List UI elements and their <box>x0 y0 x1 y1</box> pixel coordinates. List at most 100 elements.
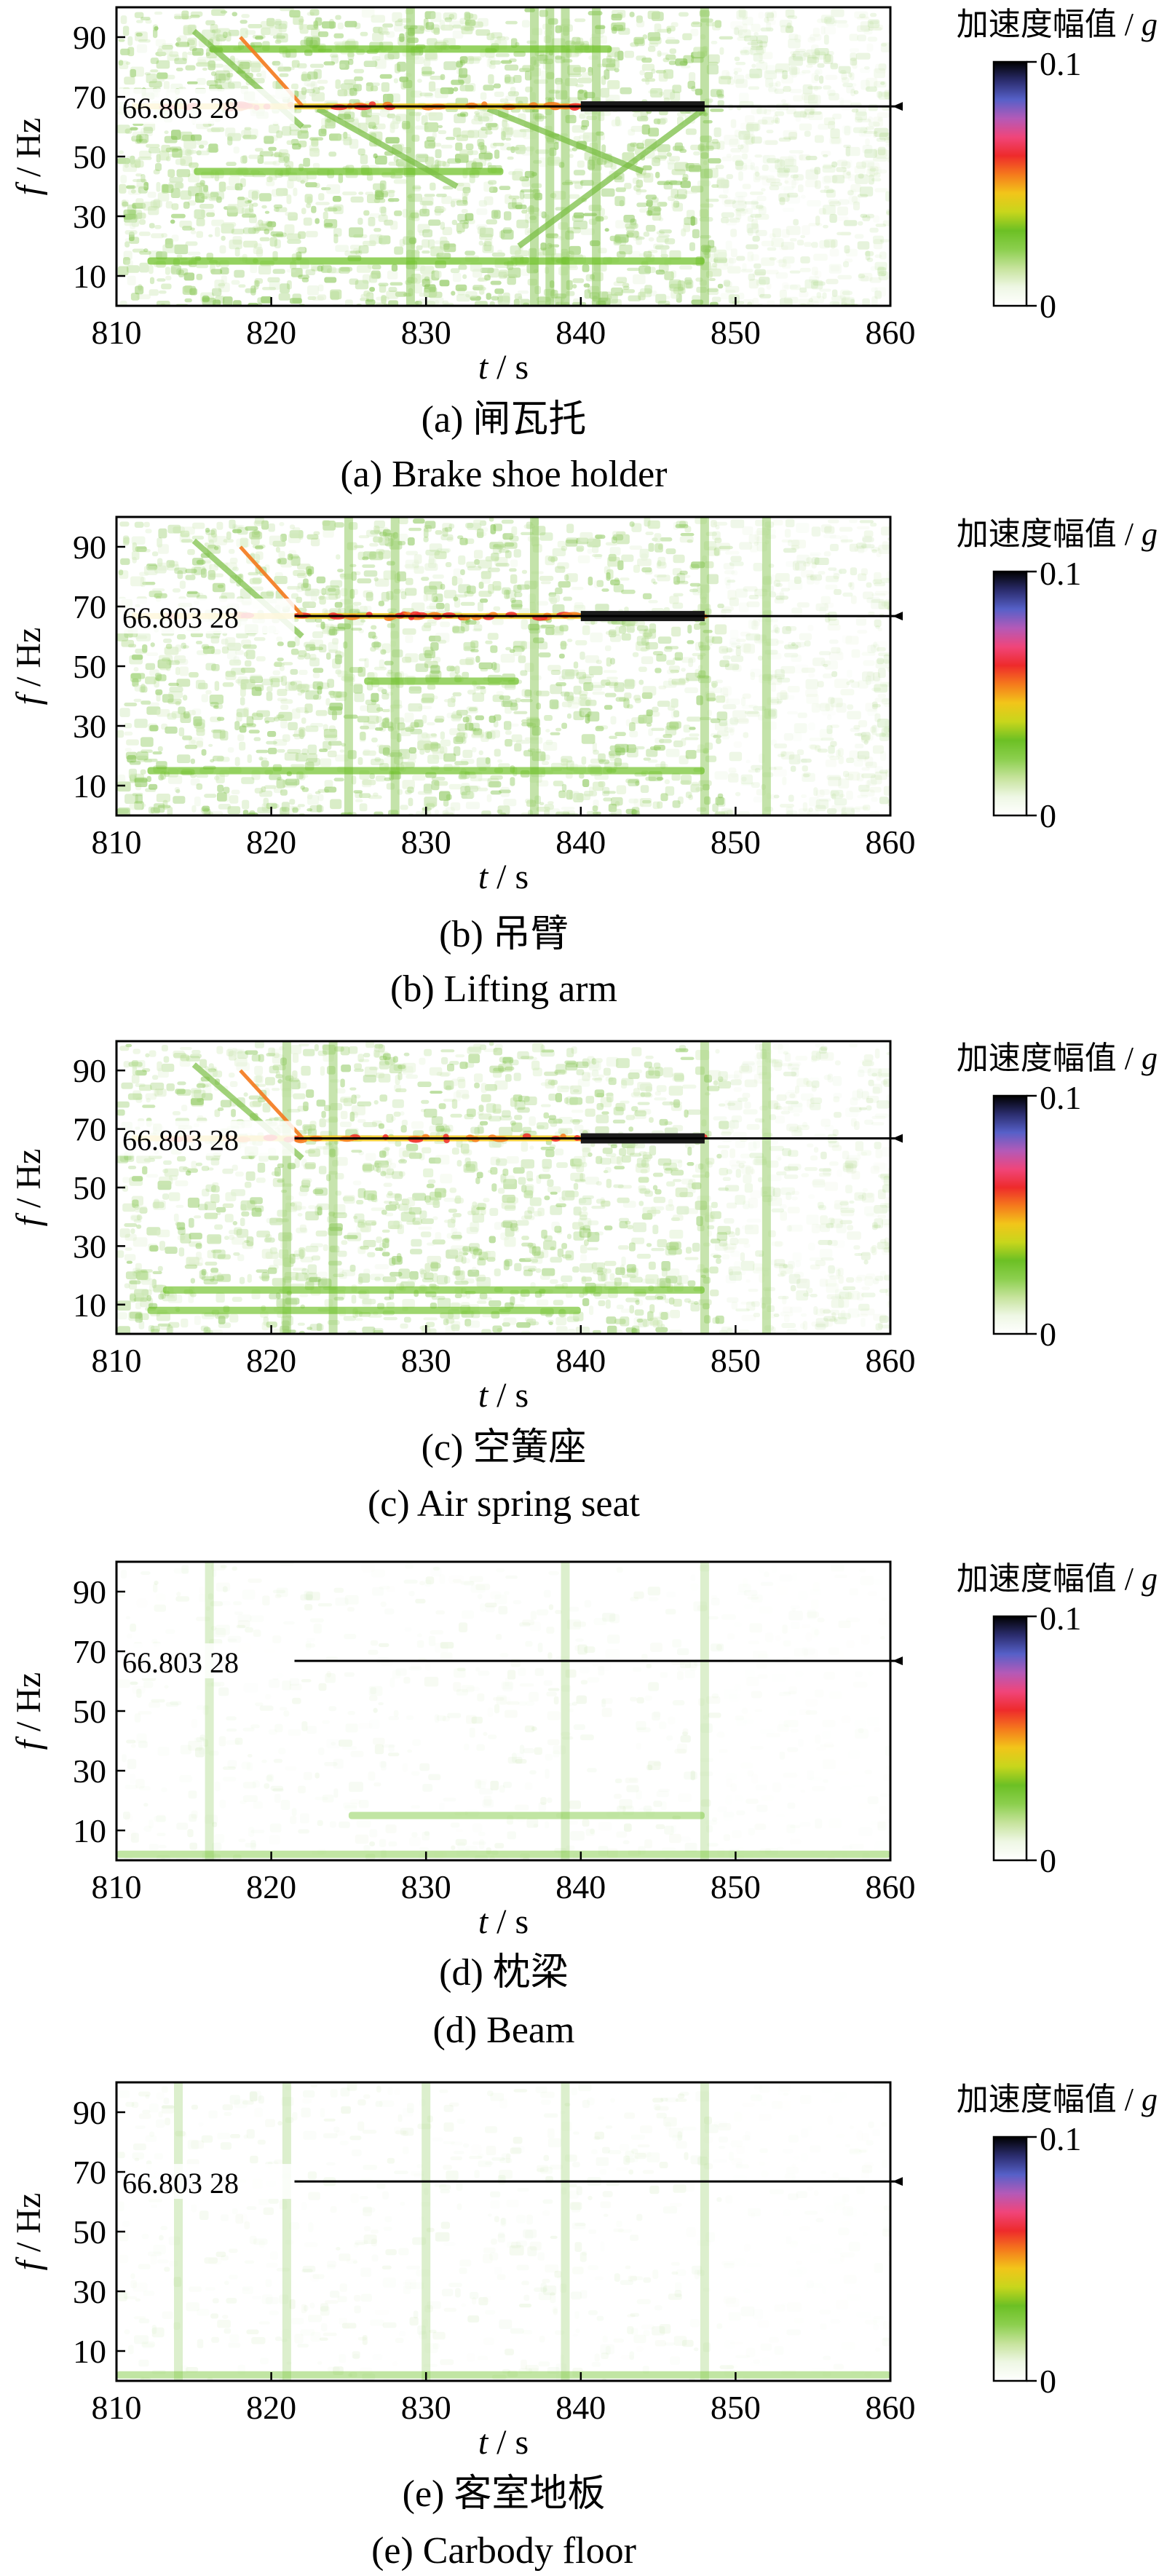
texture-patch <box>253 247 264 255</box>
texture-patch <box>456 62 462 69</box>
texture-patch <box>630 142 637 147</box>
texture-patch <box>824 602 834 608</box>
texture-patch <box>874 254 882 258</box>
texture-patch <box>213 729 226 739</box>
texture-patch <box>799 287 807 293</box>
texture-patch <box>521 269 530 276</box>
texture-patch <box>326 652 331 660</box>
texture-patch <box>186 150 197 154</box>
texture-patch <box>423 528 429 538</box>
texture-patch <box>549 808 560 815</box>
texture-patch <box>138 285 143 292</box>
texture-patch <box>158 528 167 539</box>
texture-patch <box>810 744 820 750</box>
texture-patch <box>756 108 767 114</box>
texture-patch <box>598 291 609 302</box>
texture-patch <box>127 204 137 215</box>
harmonic-ridge <box>194 167 504 175</box>
texture-patch <box>465 523 474 529</box>
texture-patch <box>218 792 230 802</box>
texture-patch <box>493 720 499 728</box>
texture-patch <box>213 536 228 545</box>
texture-patch <box>743 586 758 592</box>
texture-patch <box>605 631 617 635</box>
texture-patch <box>131 654 143 660</box>
texture-patch <box>468 58 480 64</box>
texture-patch <box>509 535 519 542</box>
texture-patch <box>740 122 754 130</box>
texture-patch <box>428 81 436 92</box>
texture-patch <box>605 645 612 652</box>
texture-patch <box>174 244 189 255</box>
texture-patch <box>514 250 529 256</box>
texture-patch <box>788 794 794 802</box>
texture-patch <box>183 272 195 281</box>
texture-patch <box>478 778 492 781</box>
texture-patch <box>242 154 248 164</box>
texture-patch <box>491 662 497 671</box>
texture-patch <box>875 63 887 74</box>
texture-patch <box>783 548 797 553</box>
texture-patch <box>844 245 850 253</box>
texture-patch <box>758 655 763 661</box>
texture-patch <box>809 553 820 563</box>
texture-patch <box>162 244 177 253</box>
texture-patch <box>802 765 808 772</box>
texture-patch <box>462 196 467 205</box>
texture-patch <box>451 291 456 296</box>
texture-patch <box>189 288 197 296</box>
texture-patch <box>501 127 514 135</box>
texture-patch <box>175 67 183 71</box>
vertical-stripe <box>545 7 555 306</box>
texture-patch <box>563 810 571 815</box>
texture-patch <box>834 20 847 24</box>
texture-patch <box>659 229 672 234</box>
texture-patch <box>711 184 719 188</box>
texture-patch <box>612 24 624 31</box>
texture-patch <box>781 539 793 543</box>
texture-patch <box>505 137 512 141</box>
texture-patch <box>357 716 370 723</box>
harmonic-ridge <box>147 257 705 265</box>
texture-patch <box>152 751 162 755</box>
texture-patch <box>466 132 480 137</box>
texture-patch <box>379 235 391 245</box>
texture-patch <box>400 588 405 593</box>
texture-patch <box>455 154 469 163</box>
texture-patch <box>798 152 804 160</box>
texture-patch <box>288 681 298 691</box>
texture-patch <box>132 678 139 687</box>
texture-patch <box>828 518 839 524</box>
texture-patch <box>291 680 302 690</box>
texture-patch <box>866 126 874 130</box>
texture-patch <box>726 71 731 80</box>
texture-patch <box>558 653 565 659</box>
texture-patch <box>490 730 500 738</box>
texture-patch <box>669 283 684 292</box>
texture-patch <box>825 703 834 711</box>
texture-patch <box>836 167 847 173</box>
texture-patch <box>617 50 624 60</box>
texture-patch <box>273 788 282 794</box>
texture-patch <box>615 220 626 229</box>
texture-patch <box>861 652 876 656</box>
texture-patch <box>866 675 871 685</box>
texture-patch <box>424 743 431 753</box>
texture-patch <box>205 20 215 25</box>
texture-patch <box>673 287 686 294</box>
texture-patch <box>636 116 649 122</box>
texture-patch <box>157 278 166 282</box>
texture-patch <box>442 527 448 537</box>
texture-patch <box>339 266 350 274</box>
texture-patch <box>861 275 869 282</box>
texture-patch <box>879 239 890 242</box>
texture-patch <box>485 757 491 764</box>
texture-patch <box>833 573 840 580</box>
texture-patch <box>648 42 659 47</box>
texture-patch <box>723 694 729 704</box>
texture-patch <box>221 275 227 285</box>
texture-patch <box>398 517 408 524</box>
texture-patch <box>555 77 563 85</box>
texture-patch <box>873 116 884 127</box>
texture-patch <box>422 71 435 75</box>
